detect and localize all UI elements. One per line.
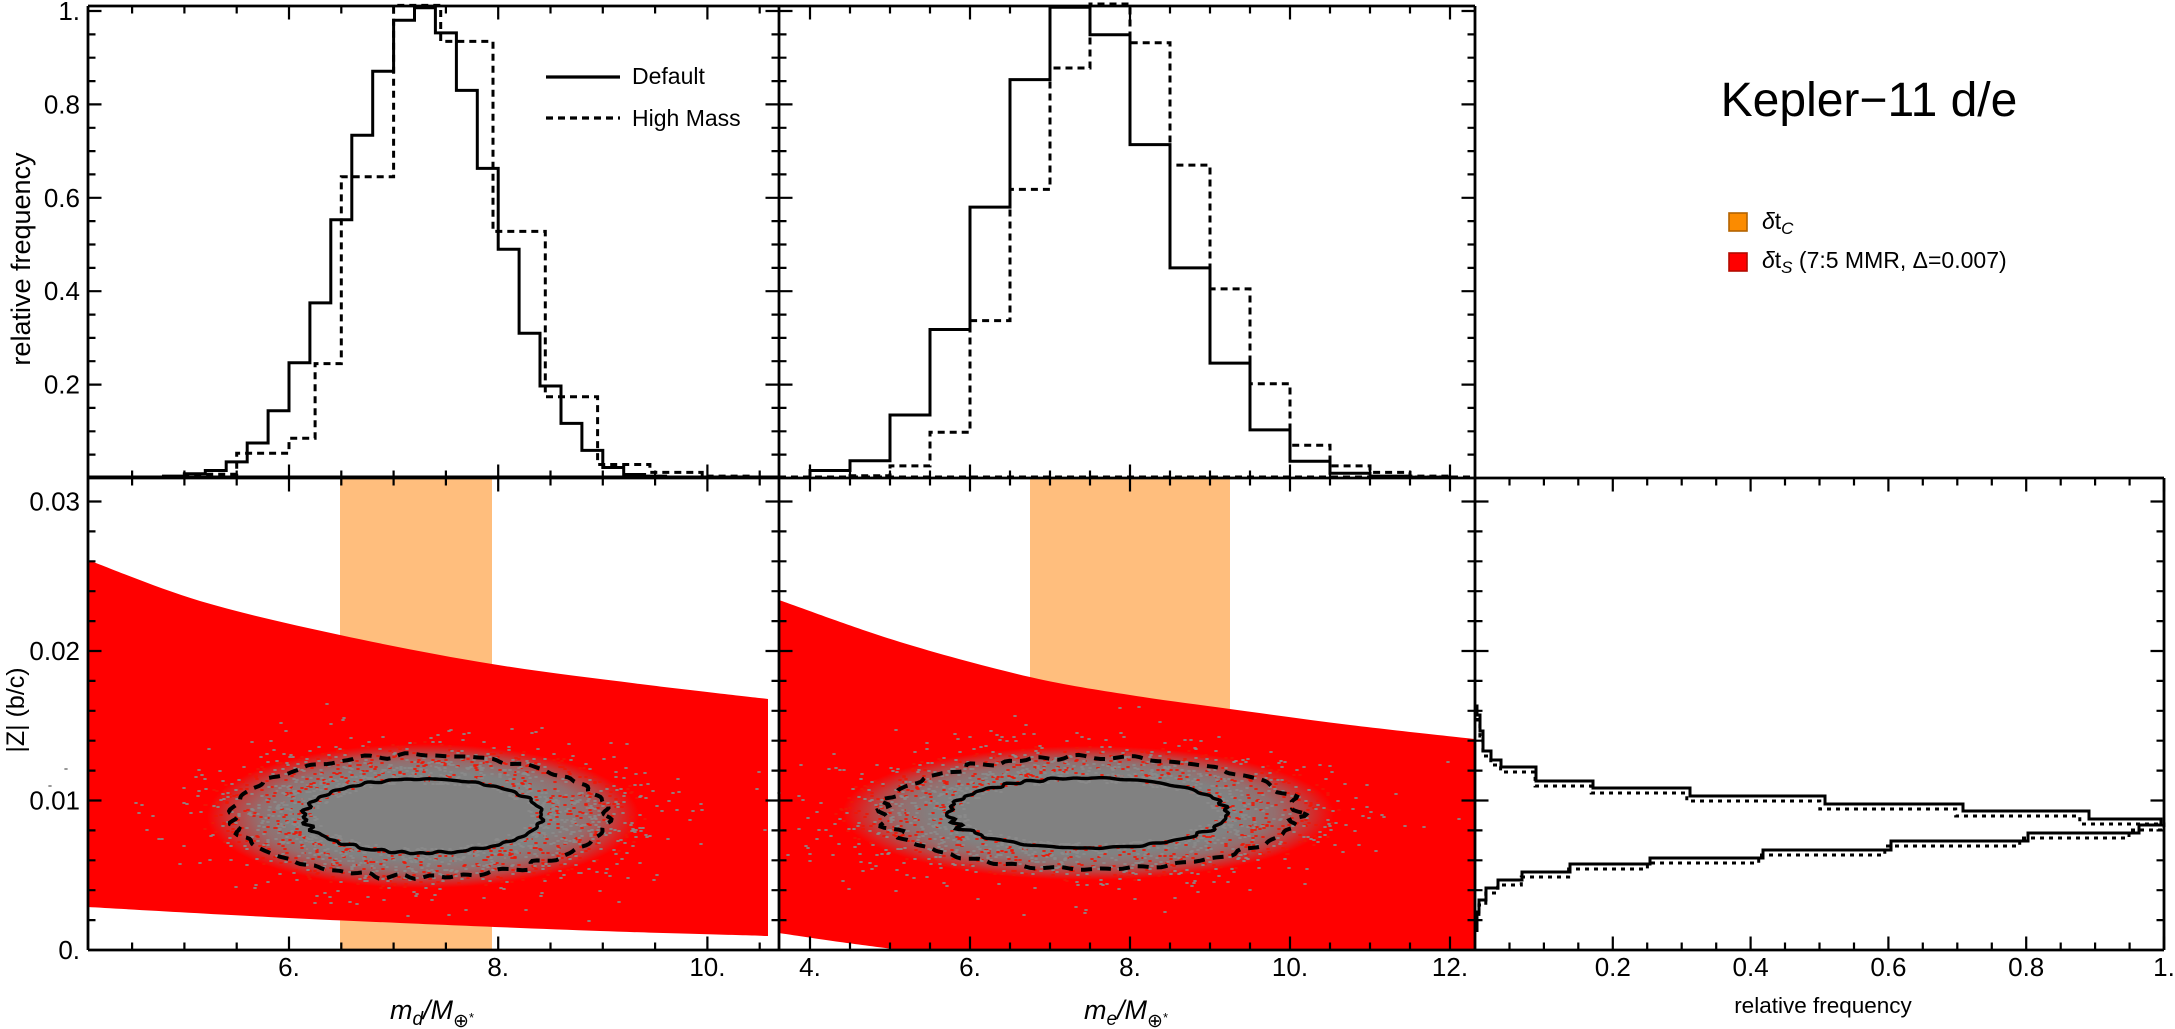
svg-text:0.01: 0.01 <box>29 786 80 816</box>
svg-text:0.02: 0.02 <box>29 636 80 666</box>
svg-text:6.: 6. <box>278 952 300 982</box>
svg-text:0.4: 0.4 <box>44 276 80 306</box>
svg-text:0.6: 0.6 <box>1870 952 1906 982</box>
svg-text:0.4: 0.4 <box>1733 952 1769 982</box>
svg-text:relative frequency: relative frequency <box>6 152 36 366</box>
svg-text:Kepler−11 d/e: Kepler−11 d/e <box>1721 74 2018 127</box>
svg-text:10.: 10. <box>1272 952 1308 982</box>
svg-text:Default: Default <box>632 63 705 89</box>
svg-text:12.: 12. <box>1432 952 1468 982</box>
svg-text:4.: 4. <box>799 952 821 982</box>
svg-text:0.2: 0.2 <box>1595 952 1631 982</box>
svg-text:0.2: 0.2 <box>44 370 80 400</box>
svg-text:8.: 8. <box>487 952 509 982</box>
svg-text:0.8: 0.8 <box>44 89 80 119</box>
svg-text:High Mass: High Mass <box>632 105 741 131</box>
svg-text:0.6: 0.6 <box>44 183 80 213</box>
svg-text:10.: 10. <box>689 952 725 982</box>
svg-text:δtS (7:5 MMR, Δ=0.007): δtS (7:5 MMR, Δ=0.007) <box>1762 247 2007 277</box>
svg-text:1.: 1. <box>58 0 80 26</box>
svg-text:|Z| (b/c): |Z| (b/c) <box>2 667 30 752</box>
svg-text:0.03: 0.03 <box>29 487 80 517</box>
svg-text:0.8: 0.8 <box>2008 952 2044 982</box>
svg-text:6.: 6. <box>959 952 981 982</box>
svg-text:md/M⊕*: md/M⊕* <box>390 995 474 1029</box>
svg-text:relative frequency: relative frequency <box>1734 993 1912 1018</box>
svg-text:8.: 8. <box>1119 952 1141 982</box>
svg-text:0.: 0. <box>58 935 80 965</box>
svg-text:1.: 1. <box>2153 952 2175 982</box>
